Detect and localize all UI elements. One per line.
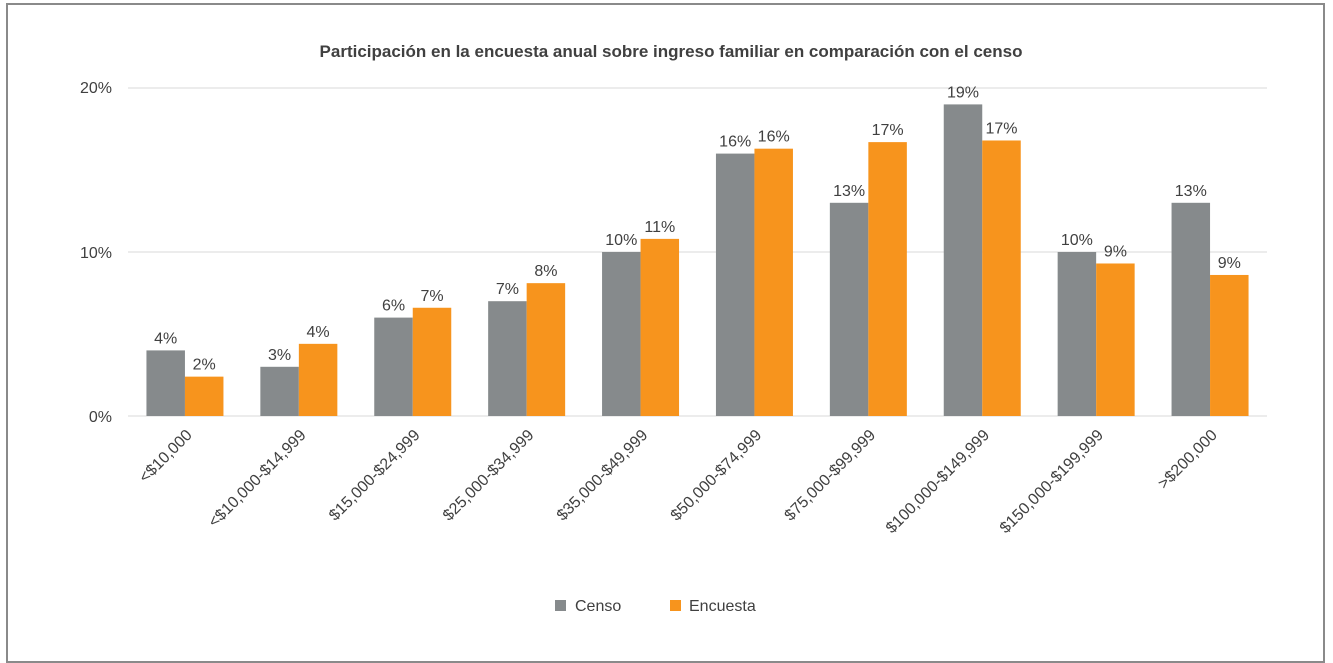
x-category-label: >$200,000 xyxy=(1155,427,1221,493)
x-category-label: $35,000-$49,999 xyxy=(554,427,652,525)
y-tick-label: 10% xyxy=(80,245,112,262)
bar-censo xyxy=(943,104,983,417)
data-label-encuesta: 8% xyxy=(534,263,557,280)
x-axis: <$10,000 <$10,000-$14,999 $15,000-$24,999 $… xyxy=(136,427,1221,537)
bar-censo xyxy=(829,202,869,416)
x-category-label: $15,000-$24,999 xyxy=(326,427,424,525)
y-axis: 0% 10% 20% xyxy=(80,80,112,426)
bar-encuesta xyxy=(640,238,680,416)
bar-censo xyxy=(1057,252,1097,416)
bar-censo xyxy=(374,317,413,416)
bar-censo xyxy=(715,153,755,416)
x-category-label: $75,000-$99,999 xyxy=(782,427,880,525)
data-label-encuesta: 9% xyxy=(1104,243,1127,260)
data-label-encuesta: 17% xyxy=(872,122,904,139)
bars xyxy=(146,104,1249,417)
bar-encuesta xyxy=(868,142,907,416)
bar-censo xyxy=(146,350,185,416)
bar-encuesta xyxy=(184,376,224,416)
y-tick-label: 0% xyxy=(89,409,112,426)
data-label-encuesta: 4% xyxy=(307,324,330,341)
legend-label-encuesta: Encuesta xyxy=(689,598,756,615)
x-category-label: $100,000-$149,999 xyxy=(883,427,993,537)
data-label-censo: 16% xyxy=(719,134,751,151)
x-category-label: <$10,000-$14,999 xyxy=(205,427,309,531)
data-label-encuesta: 2% xyxy=(193,357,216,374)
bar-encuesta xyxy=(298,343,338,416)
data-label-censo: 7% xyxy=(496,281,519,298)
chart-title: Participación en la encuesta anual sobre… xyxy=(320,42,1023,61)
data-label-encuesta: 7% xyxy=(420,288,443,305)
data-label-encuesta: 9% xyxy=(1218,255,1241,272)
bar-encuesta xyxy=(982,140,1021,417)
bar-encuesta xyxy=(1210,274,1249,416)
legend-swatch-encuesta xyxy=(670,600,681,611)
bar-encuesta xyxy=(1096,263,1135,416)
data-label-encuesta: 11% xyxy=(644,219,675,236)
bar-censo xyxy=(602,252,641,416)
x-category-label: $25,000-$34,999 xyxy=(440,427,538,525)
data-label-encuesta: 16% xyxy=(758,129,790,146)
legend-label-censo: Censo xyxy=(575,598,621,615)
bar-encuesta xyxy=(754,148,793,416)
legend-swatch-censo xyxy=(555,600,566,611)
x-category-label: $150,000-$199,999 xyxy=(997,427,1107,537)
bar-censo xyxy=(260,366,299,416)
data-label-censo: 10% xyxy=(1061,232,1093,249)
bar-censo xyxy=(1171,202,1211,416)
data-label-censo: 19% xyxy=(947,84,979,101)
y-tick-label: 20% xyxy=(80,80,112,97)
data-labels: 4% 2% 3% 4% 6% 7% 7% 8% 10% 11% 16% 16% 13% 17% 19% 17%… xyxy=(154,84,1241,373)
data-label-censo: 13% xyxy=(833,183,865,200)
data-label-censo: 3% xyxy=(268,347,291,364)
bar-encuesta xyxy=(526,283,566,416)
data-label-censo: 6% xyxy=(382,298,405,315)
bar-encuesta xyxy=(412,307,452,416)
x-category-label: <$10,000 xyxy=(136,427,196,487)
data-label-encuesta: 17% xyxy=(985,120,1017,137)
data-label-censo: 13% xyxy=(1175,183,1207,200)
data-label-censo: 4% xyxy=(154,330,177,347)
bar-censo xyxy=(488,301,527,416)
x-category-label: $50,000-$74,999 xyxy=(668,427,766,525)
bar-chart: Participación en la encuesta anual sobre… xyxy=(80,42,1267,615)
data-label-censo: 10% xyxy=(605,232,637,249)
legend: Censo Encuesta xyxy=(555,598,756,615)
